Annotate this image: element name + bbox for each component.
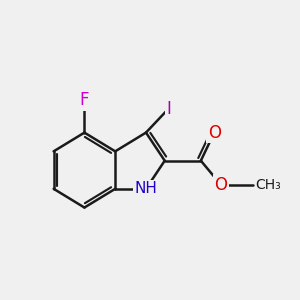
Text: I: I bbox=[166, 100, 171, 118]
Text: O: O bbox=[214, 176, 227, 194]
Text: NH: NH bbox=[134, 181, 158, 196]
Text: CH₃: CH₃ bbox=[256, 178, 281, 192]
Text: O: O bbox=[208, 124, 221, 142]
Text: F: F bbox=[80, 92, 89, 110]
